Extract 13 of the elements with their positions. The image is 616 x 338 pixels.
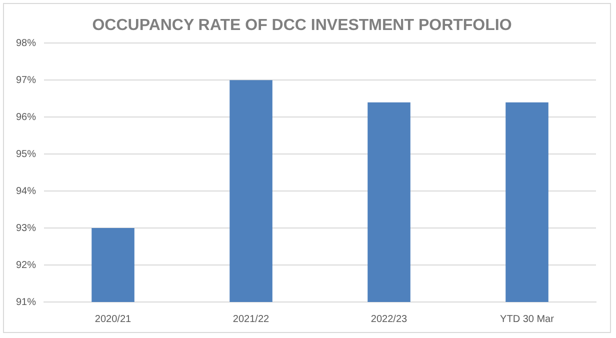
- chart-title: OCCUPANCY RATE OF DCC INVESTMENT PORTFOLIO: [92, 17, 512, 34]
- y-tick-label: 92%: [16, 260, 36, 271]
- y-tick-label: 91%: [16, 296, 36, 308]
- x-tick-label: YTD 30 Mar: [500, 314, 555, 325]
- y-tick-label: 98%: [16, 38, 36, 49]
- y-tick-label: 94%: [16, 186, 36, 197]
- x-tick-label: 2021/22: [232, 314, 270, 325]
- y-tick-label: 95%: [16, 148, 36, 160]
- x-tick-label: 2020/21: [94, 314, 132, 325]
- y-tick-label: 93%: [16, 222, 36, 234]
- x-tick-label: 2022/23: [370, 314, 408, 325]
- y-tick-label: 96%: [16, 112, 36, 123]
- y-tick-label: 97%: [16, 74, 36, 86]
